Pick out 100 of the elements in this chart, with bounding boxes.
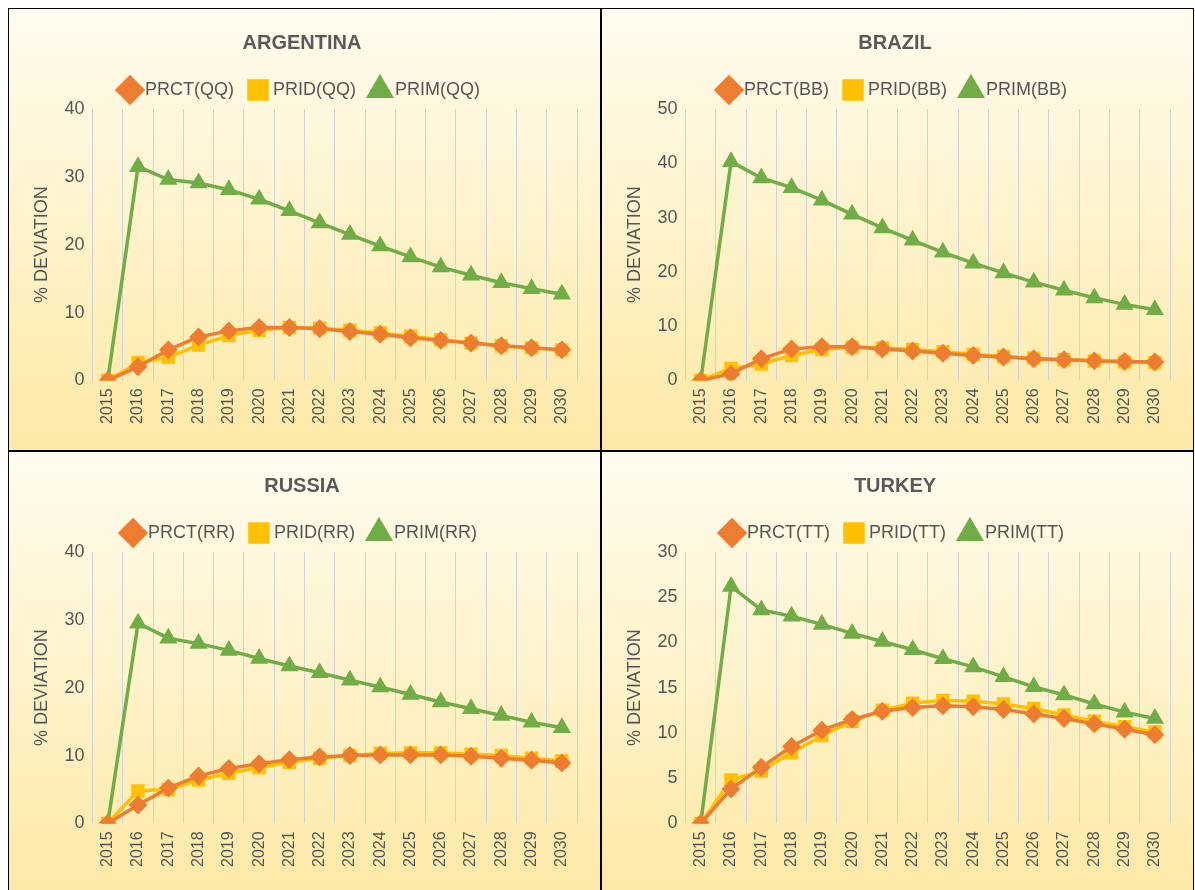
x-tick-label: 2022: [903, 831, 921, 867]
x-tick-label: 2026: [1024, 831, 1042, 867]
x-tick-label: 2026: [431, 388, 449, 424]
y-axis-title: % DEVIATION: [623, 629, 644, 747]
x-tick-label: 2028: [1084, 388, 1102, 424]
legend-label: PRIM(BB): [986, 78, 1067, 99]
y-tick-label: 0: [667, 812, 678, 833]
x-tick-label: 2030: [552, 388, 570, 424]
x-tick-label: 2020: [249, 388, 267, 424]
y-tick-label: 10: [64, 301, 85, 322]
x-tick-label: 2025: [400, 388, 418, 424]
y-axis-title: % DEVIATION: [30, 186, 51, 304]
x-tick-label: 2018: [781, 388, 799, 424]
legend-label: PRID(RR): [274, 521, 355, 542]
x-tick-label: 2022: [310, 831, 328, 867]
x-tick-label: 2023: [933, 388, 951, 424]
x-tick-label: 2023: [340, 831, 358, 867]
x-tick-label: 2023: [340, 388, 358, 424]
x-tick-label: 2020: [842, 831, 860, 867]
x-tick-label: 2028: [491, 831, 509, 867]
x-tick-label: 2030: [1145, 831, 1163, 867]
y-tick-label: 0: [667, 369, 678, 390]
x-tick-label: 2022: [310, 388, 328, 424]
x-tick-label: 2016: [721, 388, 739, 424]
x-tick-label: 2030: [552, 831, 570, 867]
x-tick-label: 2019: [219, 388, 237, 424]
y-tick-label: 20: [64, 676, 85, 697]
y-tick-label: 10: [657, 315, 678, 336]
x-tick-label: 2024: [370, 831, 388, 867]
x-tick-label: 2029: [522, 831, 539, 867]
legend-label: PRIM(RR): [394, 521, 477, 542]
x-tick-label: 2016: [128, 831, 146, 867]
x-tick-label: 2020: [249, 831, 267, 867]
legend-label: PRCT(TT): [747, 521, 831, 542]
y-tick-label: 15: [657, 676, 678, 697]
legend-label: PRIM(TT): [984, 521, 1064, 542]
x-tick-label: 2025: [400, 831, 418, 867]
chart-title: BRAZIL: [858, 30, 932, 53]
legend-label: PRID(QQ): [273, 78, 356, 99]
x-tick-label: 2027: [1054, 831, 1072, 867]
x-tick-label: 2018: [188, 831, 206, 867]
y-tick-label: 50: [657, 97, 678, 118]
x-tick-label: 2027: [461, 388, 479, 424]
x-tick-label: 2021: [279, 831, 297, 867]
x-tick-label: 2030: [1145, 388, 1163, 424]
y-tick-label: 30: [657, 540, 678, 561]
chart-title: RUSSIA: [264, 473, 340, 496]
y-tick-label: 25: [657, 586, 678, 607]
x-tick-label: 2015: [98, 831, 116, 867]
y-tick-label: 20: [657, 260, 678, 281]
x-tick-label: 2023: [933, 831, 951, 867]
legend-label: PRCT(RR): [148, 521, 236, 542]
y-tick-label: 5: [667, 767, 678, 788]
y-tick-label: 0: [74, 812, 85, 833]
y-tick-label: 40: [64, 97, 85, 118]
x-tick-label: 2024: [963, 831, 981, 867]
x-tick-label: 2019: [812, 388, 830, 424]
y-tick-label: 20: [657, 631, 678, 652]
y-tick-label: 30: [64, 608, 85, 629]
x-tick-label: 2016: [128, 388, 146, 424]
x-tick-label: 2021: [872, 831, 890, 867]
x-tick-label: 2017: [158, 388, 176, 424]
y-axis-title: % DEVIATION: [30, 629, 51, 747]
y-tick-label: 0: [74, 369, 85, 390]
chart-title: TURKEY: [853, 473, 937, 496]
y-tick-label: 10: [64, 744, 85, 765]
y-tick-label: 40: [657, 152, 678, 173]
x-tick-label: 2024: [963, 388, 981, 424]
y-tick-label: 30: [657, 206, 678, 227]
x-tick-label: 2028: [1084, 831, 1102, 867]
x-tick-label: 2022: [903, 388, 921, 424]
x-tick-label: 2017: [158, 831, 176, 867]
x-tick-label: 2027: [1054, 388, 1072, 424]
x-tick-label: 2021: [279, 388, 297, 424]
x-tick-label: 2015: [98, 388, 116, 424]
x-tick-label: 2017: [751, 388, 769, 424]
legend-label: PRCT(QQ): [145, 78, 235, 99]
x-tick-label: 2019: [219, 831, 237, 867]
x-tick-label: 2021: [872, 388, 890, 424]
x-tick-label: 2018: [781, 831, 799, 867]
x-tick-label: 2016: [721, 831, 739, 867]
x-tick-label: 2019: [812, 831, 830, 867]
x-tick-label: 2028: [491, 388, 509, 424]
x-tick-label: 2029: [522, 388, 539, 424]
x-tick-label: 2017: [751, 831, 769, 867]
y-axis-title: % DEVIATION: [623, 186, 644, 304]
x-tick-label: 2015: [691, 388, 709, 424]
legend-label: PRID(BB): [868, 78, 948, 99]
y-tick-label: 20: [64, 233, 85, 254]
x-tick-label: 2029: [1115, 388, 1132, 424]
x-tick-label: 2026: [1024, 388, 1042, 424]
legend-label: PRCT(BB): [744, 78, 829, 99]
y-tick-label: 40: [64, 540, 85, 561]
x-tick-label: 2024: [370, 388, 388, 424]
legend-label: PRIM(QQ): [395, 78, 480, 99]
x-tick-label: 2020: [842, 388, 860, 424]
x-tick-label: 2026: [431, 831, 449, 867]
x-tick-label: 2025: [993, 388, 1011, 424]
x-tick-label: 2015: [691, 831, 709, 867]
chart-title: ARGENTINA: [242, 30, 362, 53]
